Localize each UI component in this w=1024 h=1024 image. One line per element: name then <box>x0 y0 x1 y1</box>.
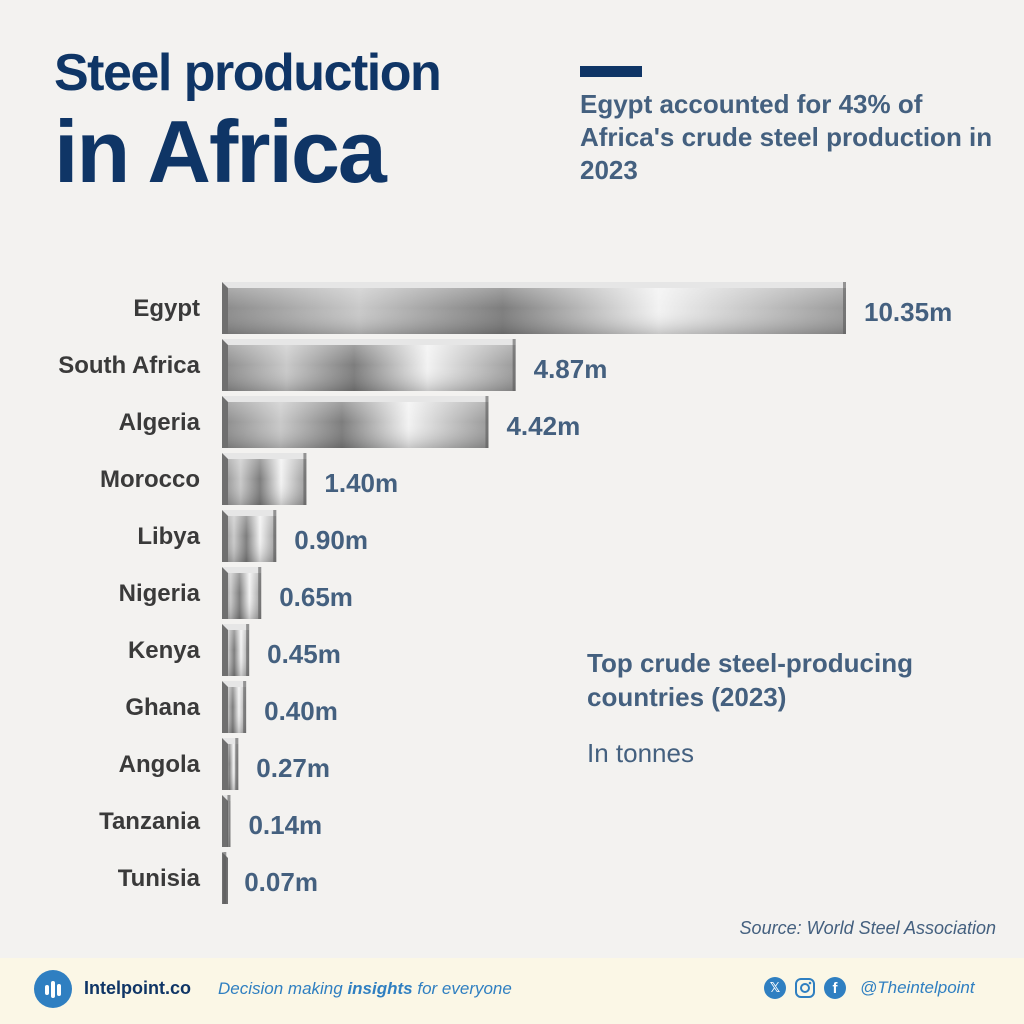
category-label: Egypt <box>133 295 200 322</box>
value-label: 0.45m <box>267 639 341 669</box>
value-label: 4.42m <box>506 411 580 441</box>
footer: Intelpoint.co Decision making insights f… <box>0 958 1024 1024</box>
bar-left-bevel <box>222 282 228 334</box>
unit-label: In tonnes <box>587 738 694 768</box>
category-label: Angola <box>119 751 201 778</box>
category-label: Tanzania <box>99 808 201 835</box>
bar-left-bevel <box>222 681 228 733</box>
category-label: Nigeria <box>119 580 201 607</box>
category-label: Tunisia <box>118 865 201 892</box>
bar-left-bevel <box>222 396 228 448</box>
facebook-icon[interactable]: f <box>824 977 846 999</box>
bar-end-shadow <box>223 852 227 904</box>
tagline-bold: insights <box>347 979 413 998</box>
value-label: 0.90m <box>294 525 368 555</box>
category-label: Morocco <box>100 466 200 493</box>
chart-title: Top crude steel-producing countries (202… <box>587 648 913 712</box>
bar-top-edge <box>222 567 262 573</box>
value-label: 1.40m <box>324 468 398 498</box>
bar-left-bevel <box>222 738 228 790</box>
source-note: Source: World Steel Association <box>739 918 996 938</box>
bar-top-edge <box>222 282 846 288</box>
value-label: 4.87m <box>534 354 608 384</box>
social-handle[interactable]: @Theintelpoint <box>860 978 975 997</box>
category-label: South Africa <box>58 352 200 379</box>
bar-end-shadow <box>235 738 239 790</box>
value-label: 10.35m <box>864 297 952 327</box>
bar-top-edge <box>222 339 516 345</box>
bar-top-edge <box>222 795 231 801</box>
bar-left-bevel <box>222 567 228 619</box>
value-label: 0.14m <box>248 810 322 840</box>
title-line-1: Steel production <box>54 44 442 102</box>
bar-top-edge <box>222 510 277 516</box>
bar-left-bevel <box>222 453 228 505</box>
tagline-post: for everyone <box>412 979 512 998</box>
accent-bar <box>580 66 642 77</box>
bar-end-shadow <box>273 510 277 562</box>
bar-top-edge <box>222 681 247 687</box>
bar-end-shadow <box>303 453 307 505</box>
value-label: 0.07m <box>244 867 318 897</box>
bar-end-shadow <box>246 624 250 676</box>
subtitle: Egypt accounted for 43% of Africa's crud… <box>580 89 993 185</box>
bar-end-shadow <box>243 681 247 733</box>
bar-shading <box>222 453 307 505</box>
bar-top-edge <box>222 738 239 744</box>
bar-end-shadow <box>258 567 262 619</box>
bar-chart: Egypt 10.35m South Africa 4.87m Algeria 4.42m… <box>58 282 952 904</box>
page-title: Steel production in Africa <box>54 42 442 201</box>
bar-end-shadow <box>843 282 846 334</box>
bar-top-edge <box>222 453 307 459</box>
category-label: Algeria <box>119 409 201 436</box>
instagram-icon[interactable] <box>794 977 816 999</box>
category-label: Ghana <box>125 694 200 721</box>
bar-top-edge <box>222 624 250 630</box>
title-line-2: in Africa <box>54 102 387 201</box>
bar-top-edge <box>222 396 489 402</box>
value-label: 0.27m <box>256 753 330 783</box>
x-icon[interactable]: 𝕏 <box>764 977 786 999</box>
bar-left-bevel <box>222 624 228 676</box>
bar-left-bevel <box>222 795 228 847</box>
bar-shading <box>222 339 516 391</box>
category-label: Kenya <box>128 637 201 664</box>
brand-name[interactable]: Intelpoint.co <box>84 978 191 998</box>
bar-shading <box>222 396 489 448</box>
category-label: Libya <box>137 523 200 550</box>
value-label: 0.65m <box>279 582 353 612</box>
intelpoint-logo-icon[interactable] <box>34 970 72 1008</box>
tagline: Decision making insights for everyone <box>218 979 512 999</box>
bar-left-bevel <box>222 510 228 562</box>
bar-shading <box>222 567 262 619</box>
bar-end-shadow <box>485 396 489 448</box>
value-label: 0.40m <box>264 696 338 726</box>
tagline-pre: Decision making <box>218 979 348 998</box>
social-links: 𝕏 f @Theintelpoint <box>764 976 975 1000</box>
bar-end-shadow <box>227 795 231 847</box>
bar-left-bevel <box>222 339 228 391</box>
bar-shading <box>222 282 846 334</box>
bar-end-shadow <box>512 339 516 391</box>
bar-shading <box>222 510 277 562</box>
